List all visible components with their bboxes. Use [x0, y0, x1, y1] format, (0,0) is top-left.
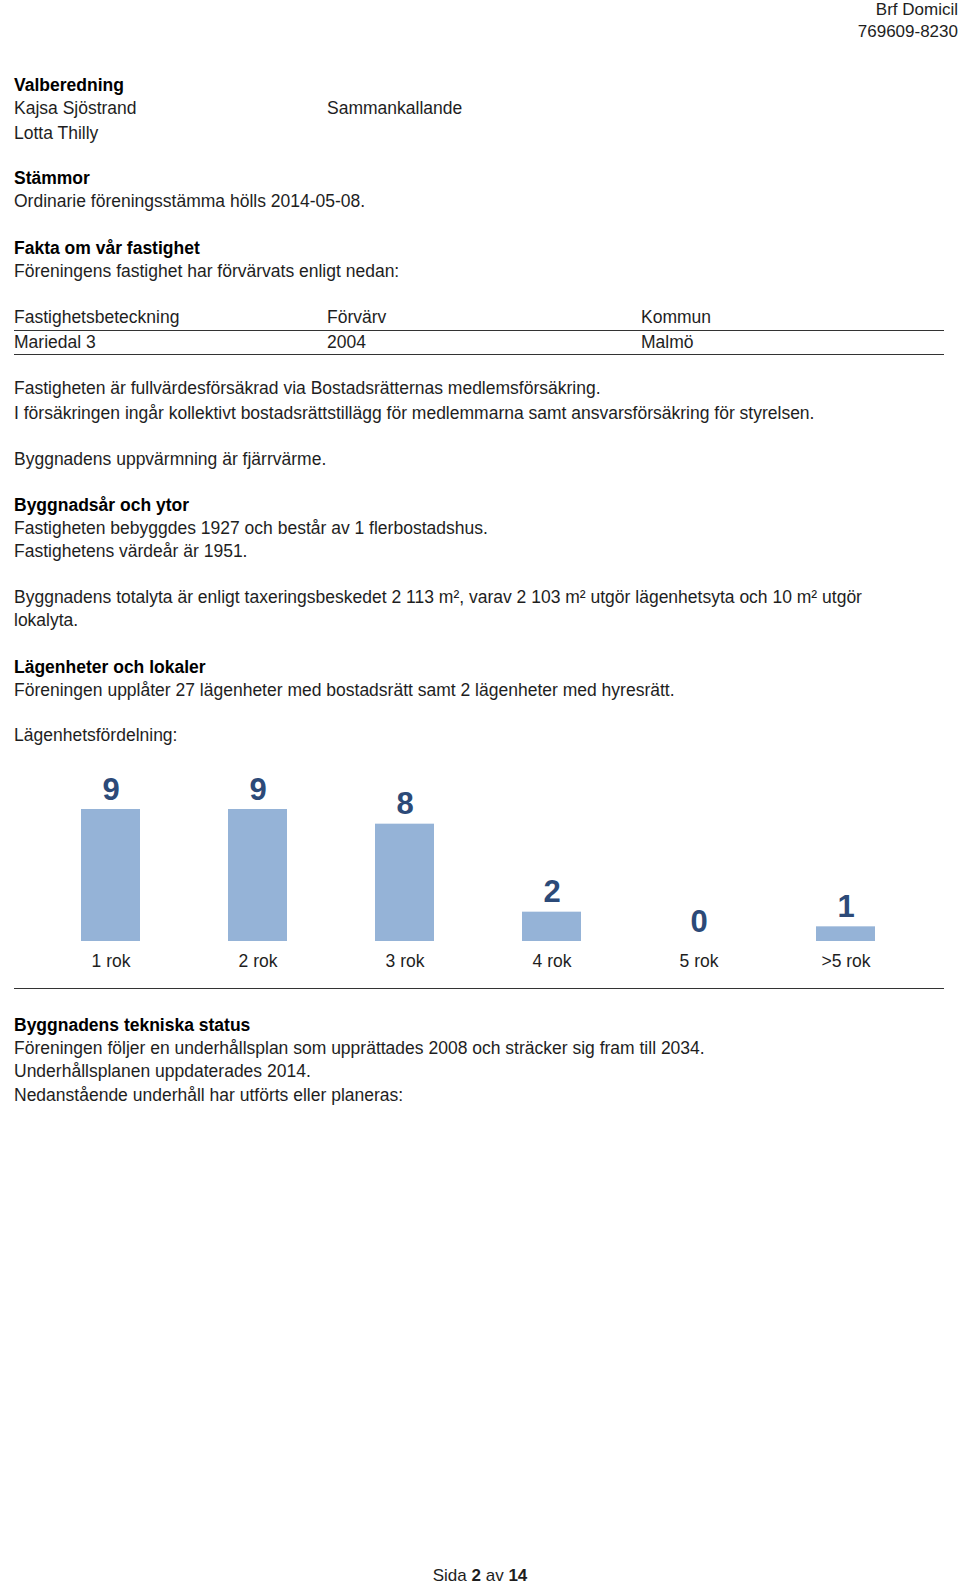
html-text:Fastighetsbeteckning: Fastighetsbeteckning [14, 306, 180, 327]
html-text:Underhållsplanen uppdaterades: Underhållsplanen uppdaterades 2014. [14, 1061, 311, 1081]
svg-text:5 rok: 5 rok [680, 951, 719, 971]
svg-text:4 rok: 4 rok [533, 951, 572, 971]
html-text:Sida 2 av 14: Sida 2 av 14 [432, 1565, 528, 1585]
html-text:Förvärv: Förvärv [327, 306, 387, 327]
html-text:Föreningen följer en underhåll: Föreningen följer en underhållsplan som … [14, 1037, 705, 1058]
html-text:Byggnadsår och ytor: Byggnadsår och ytor [14, 494, 189, 515]
html-text:Ordinarie föreningsstämma höll: Ordinarie föreningsstämma hölls 2014-05-… [14, 190, 366, 211]
html-text:I försäkringen ingår kollektiv: I försäkringen ingår kollektivt bostadsr… [14, 402, 815, 423]
svg-text:1: 1 [837, 889, 854, 924]
html-text:Lotta Thilly: Lotta Thilly [14, 122, 99, 143]
svg-text:1 rok: 1 rok [92, 951, 131, 971]
svg-text:0: 0 [690, 904, 707, 939]
svg-text:2 rok: 2 rok [239, 951, 278, 971]
html-text:Fastigheten är fullvärdesförsä: Fastigheten är fullvärdesförsäkrad via B… [14, 377, 601, 398]
html-text:Kommun: Kommun [641, 306, 711, 327]
html-text:Byggnadens totalyta är enligt: Byggnadens totalyta är enligt taxeringsb… [14, 586, 862, 630]
html-text:Lägenheter och lokaler: Lägenheter och lokaler [14, 656, 206, 677]
html-text:Lägenhetsfördelning:: Lägenhetsfördelning: [14, 724, 178, 745]
svg-text:9: 9 [249, 772, 266, 807]
html-text:Fastigheten bebyggdes 1927 och: Fastigheten bebyggdes 1927 och består av… [14, 517, 488, 538]
html-text:Malmö: Malmö [641, 331, 694, 352]
html-text:2004: 2004 [327, 331, 366, 352]
html-text:769609-8230: 769609-8230 [857, 21, 958, 41]
html-text:Stämmor: Stämmor [14, 167, 90, 188]
html-text:Kajsa Sjöstrand: Kajsa Sjöstrand [14, 97, 137, 118]
html-text:Byggnadens uppvärmning är fjär: Byggnadens uppvärmning är fjärrvärme. [14, 448, 327, 469]
svg-text:>5 rok: >5 rok [821, 951, 870, 971]
html-text:Byggnadens tekniska status: Byggnadens tekniska status [14, 1014, 251, 1035]
svg-text:8: 8 [396, 786, 413, 821]
svg-text:9: 9 [102, 772, 119, 807]
svg-text:3 rok: 3 rok [386, 951, 425, 971]
html-text:Sammankallande: Sammankallande [327, 97, 463, 118]
html-text:Nedanstående underhåll har utf: Nedanstående underhåll har utförts eller… [14, 1084, 404, 1105]
html-text:Mariedal 3: Mariedal 3 [14, 331, 96, 352]
html-text:Valberedning: Valberedning [14, 74, 124, 95]
svg-text:2: 2 [543, 874, 560, 909]
html-text:Föreningen upplåter 27 lägenhe: Föreningen upplåter 27 lägenheter med bo… [14, 679, 675, 700]
html-text:Brf Domicil: Brf Domicil [875, 0, 958, 19]
html-text:Fastighetens värdeår är 1951.: Fastighetens värdeår är 1951. [14, 540, 248, 561]
html-text:Föreningens fastighet har förv: Föreningens fastighet har förvärvats enl… [14, 260, 400, 281]
html-text:Fakta om vår fastighet: Fakta om vår fastighet [14, 237, 200, 258]
